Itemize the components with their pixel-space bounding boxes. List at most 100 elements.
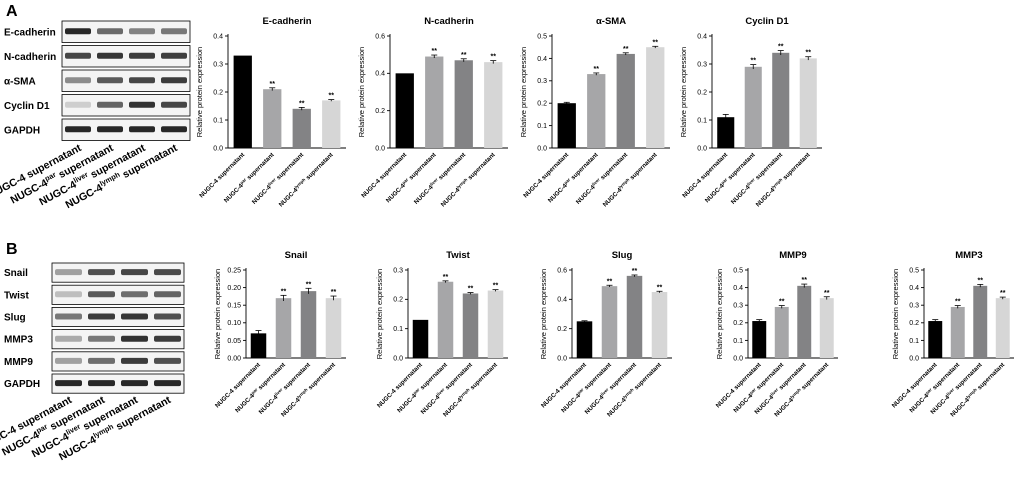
bar [752, 321, 767, 358]
y-tick-label: 0.25 [227, 267, 241, 274]
y-tick-label: 0.0 [733, 355, 743, 362]
significance-label: ** [432, 48, 438, 55]
blot-row-label: MMP3 [4, 335, 33, 346]
category-label: NUGC-4lymph supernatant [601, 150, 659, 208]
category-label: NUGC-4par supernatant [546, 150, 600, 204]
y-tick-label: 0.0 [393, 355, 403, 362]
category-label: NUGC-4lymph supernatant [277, 150, 335, 208]
blot-band [55, 291, 82, 298]
y-tick-label: 0.00 [227, 355, 241, 362]
significance-label: ** [491, 54, 497, 61]
blot-band [55, 269, 82, 276]
y-axis-label: Relative protein expression [375, 269, 384, 359]
blot-strip [61, 20, 191, 43]
bar [250, 333, 267, 358]
significance-label: ** [306, 281, 312, 288]
significance-label: ** [955, 299, 961, 306]
blot-band [154, 335, 181, 342]
blot-band [121, 380, 148, 387]
significance-label: ** [632, 268, 638, 275]
bar [995, 298, 1010, 358]
chart--sma: α-SMA 0.0 0.1 0.2 0.3 0.4 0.5 Relative protein … [519, 16, 670, 208]
category-label: NUGC-4 supernatant [681, 151, 729, 199]
bar [325, 298, 342, 358]
significance-label: ** [270, 81, 276, 88]
significance-label: ** [802, 277, 808, 284]
y-tick-label: 0.2 [393, 297, 403, 304]
blot-band [121, 269, 148, 276]
category-label: NUGC-4liver supernatant [412, 150, 467, 205]
y-tick-label: 0.2 [909, 320, 919, 327]
blot-band [65, 28, 91, 35]
y-tick-label: 0.2 [213, 89, 223, 96]
y-tick-label: 0.0 [537, 145, 547, 152]
significance-label: ** [778, 44, 784, 51]
blot-band [88, 291, 115, 298]
blot-row-label: α-SMA [4, 76, 36, 87]
blot-row-label: N-cadherin [4, 52, 56, 63]
category-label: NUGC-4lymph supernatant [754, 150, 812, 208]
y-tick-label: 0.05 [227, 338, 241, 345]
blot-band [97, 77, 123, 84]
category-label: NUGC-4liver supernatant [250, 150, 305, 205]
y-tick-label: 0.3 [393, 267, 403, 274]
bar [263, 89, 282, 148]
y-tick-label: 0.2 [375, 108, 385, 115]
blot-strip [61, 45, 191, 68]
bar [275, 298, 292, 358]
category-label: NUGC-4liver supernatant [574, 150, 629, 205]
y-tick-label: 0.2 [537, 101, 547, 108]
y-axis-label: Relative protein expression [715, 269, 724, 359]
significance-label: ** [443, 274, 449, 281]
y-tick-label: 0.1 [537, 123, 547, 130]
bar [797, 285, 812, 358]
blot-row-label: MMP9 [4, 357, 33, 368]
blot-band [154, 357, 181, 364]
y-tick-label: 0.5 [733, 267, 743, 274]
significance-label: ** [594, 66, 600, 73]
blot-band [154, 269, 181, 276]
significance-label: ** [751, 58, 757, 65]
y-tick-label: 0.4 [697, 33, 707, 40]
y-tick-label: 0.3 [213, 61, 223, 68]
chart-title: Twist [446, 250, 470, 261]
bar [626, 275, 643, 358]
y-tick-label: 0.4 [733, 285, 743, 292]
significance-label: ** [281, 288, 287, 295]
y-tick-label: 0.1 [697, 117, 707, 124]
y-tick-label: 0.6 [375, 33, 385, 40]
chart-mmp3: MMP3 0.0 0.1 0.2 0.3 0.4 0.5 Relative protein e… [891, 250, 1014, 418]
blot-band [161, 126, 187, 133]
significance-label: ** [623, 46, 629, 53]
category-label: NUGC-4par supernatant [222, 150, 276, 204]
blot-band [129, 52, 155, 59]
significance-label: ** [299, 100, 305, 107]
y-tick-label: 0.10 [227, 320, 241, 327]
bar [717, 117, 735, 148]
significance-label: ** [331, 289, 337, 296]
y-tick-label: 0.5 [909, 267, 919, 274]
y-tick-label: 0.6 [557, 267, 567, 274]
y-tick-label: 0.3 [909, 303, 919, 310]
bar [292, 108, 311, 148]
significance-label: ** [329, 93, 335, 100]
blot-band [65, 101, 91, 108]
chart-mmp9: MMP9 0.0 0.1 0.2 0.3 0.4 0.5 Relative protein e… [715, 250, 838, 418]
blot-strip [51, 262, 185, 283]
blot-row-label: Slug [4, 313, 26, 324]
bar [772, 52, 790, 148]
y-axis-label: Relative protein expression [213, 269, 222, 359]
blot-band [161, 52, 187, 59]
blot-band [97, 126, 123, 133]
blot-row-label: Twist [4, 290, 29, 301]
significance-label: ** [806, 50, 812, 57]
blot-band [129, 101, 155, 108]
bar [322, 100, 341, 148]
chart-title: α-SMA [596, 16, 626, 27]
y-tick-label: 0.1 [733, 338, 743, 345]
bar [395, 73, 414, 148]
significance-label: ** [468, 286, 474, 293]
